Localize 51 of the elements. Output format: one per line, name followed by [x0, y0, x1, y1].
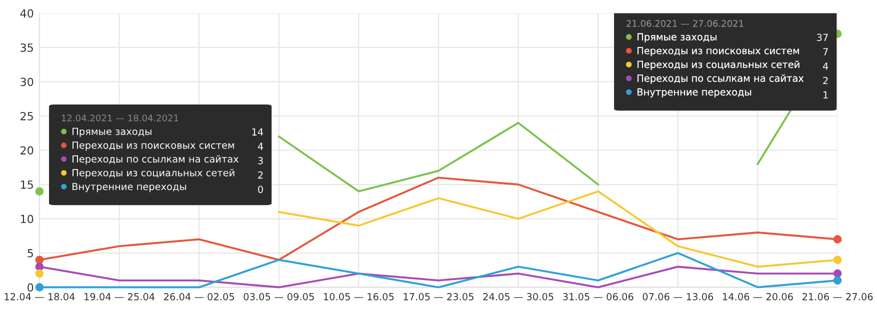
- annotation: 37: [817, 34, 828, 42]
- annotation: 21.06.2021 — 27.06.2021: [626, 20, 744, 27]
- x-tick-label: 10.05 — 16.05: [324, 293, 394, 300]
- legend-label: Прямые заходы: [72, 128, 152, 137]
- legend-label: Переходы из социальных сетей: [72, 168, 234, 178]
- y-tick-label: 40: [20, 9, 34, 18]
- annotation: 14: [252, 128, 264, 136]
- annotation: 4: [822, 62, 828, 70]
- legend-title: 12.04.2021 — 18.04.2021: [62, 114, 178, 122]
- x-tick-label: 24.05 — 30.05: [483, 293, 554, 300]
- legend-label: Переходы из поисковых систем: [72, 142, 234, 151]
- annotation: Переходы из социальных сетей: [638, 60, 800, 70]
- x-tick-label: 26.04 — 02.05: [164, 293, 234, 300]
- y-tick-label: 20: [20, 146, 34, 155]
- annotation: Прямые заходы: [638, 33, 716, 42]
- x-tick-label: 07.06 — 13.06: [642, 293, 714, 300]
- y-tick-label: 35: [20, 43, 33, 52]
- annotation: 7: [823, 48, 828, 56]
- annotation: 4: [258, 142, 264, 150]
- x-tick-label: 31.05 — 06.06: [563, 293, 634, 300]
- y-tick-label: 0: [28, 283, 34, 292]
- point: [35, 262, 44, 271]
- y-tick-label: 25: [20, 112, 33, 120]
- legend-label: Переходы по ссылкам на сайтах: [72, 155, 239, 164]
- point: [833, 269, 842, 278]
- y-tick-label: 15: [20, 180, 33, 189]
- y-tick-label: 30: [20, 78, 34, 86]
- x-tick-label: 14.06 — 20.06: [723, 293, 793, 300]
- point: [833, 235, 842, 244]
- annotation: 3: [258, 157, 263, 164]
- annotation: 0: [258, 186, 263, 194]
- x-tick-label: 03.05 — 09.05: [244, 293, 314, 300]
- point: [35, 187, 44, 196]
- point: [35, 283, 44, 292]
- annotation: 2: [258, 171, 263, 179]
- point: [833, 256, 842, 264]
- x-tick-label: 21.06 — 27.06: [802, 293, 873, 300]
- annotation: Переходы из поисковых систем: [638, 47, 799, 56]
- annotation: 1: [824, 91, 828, 98]
- x-tick-label: 19.04 — 25.04: [84, 293, 155, 300]
- y-tick-label: 10: [20, 214, 34, 224]
- point: [833, 276, 842, 285]
- legend-label: Внутренние переходы: [72, 182, 186, 192]
- annotation: 2: [823, 76, 828, 84]
- y-tick-label: 5: [28, 249, 33, 258]
- point: [35, 269, 44, 278]
- annotation: Переходы по ссылкам на сайтах: [638, 74, 804, 84]
- annotation: Внутренние переходы: [638, 88, 752, 98]
- point: [35, 256, 44, 264]
- x-tick-label: 12.04 — 18.04: [4, 293, 75, 300]
- x-tick-label: 17.05 — 23.05: [404, 293, 474, 300]
